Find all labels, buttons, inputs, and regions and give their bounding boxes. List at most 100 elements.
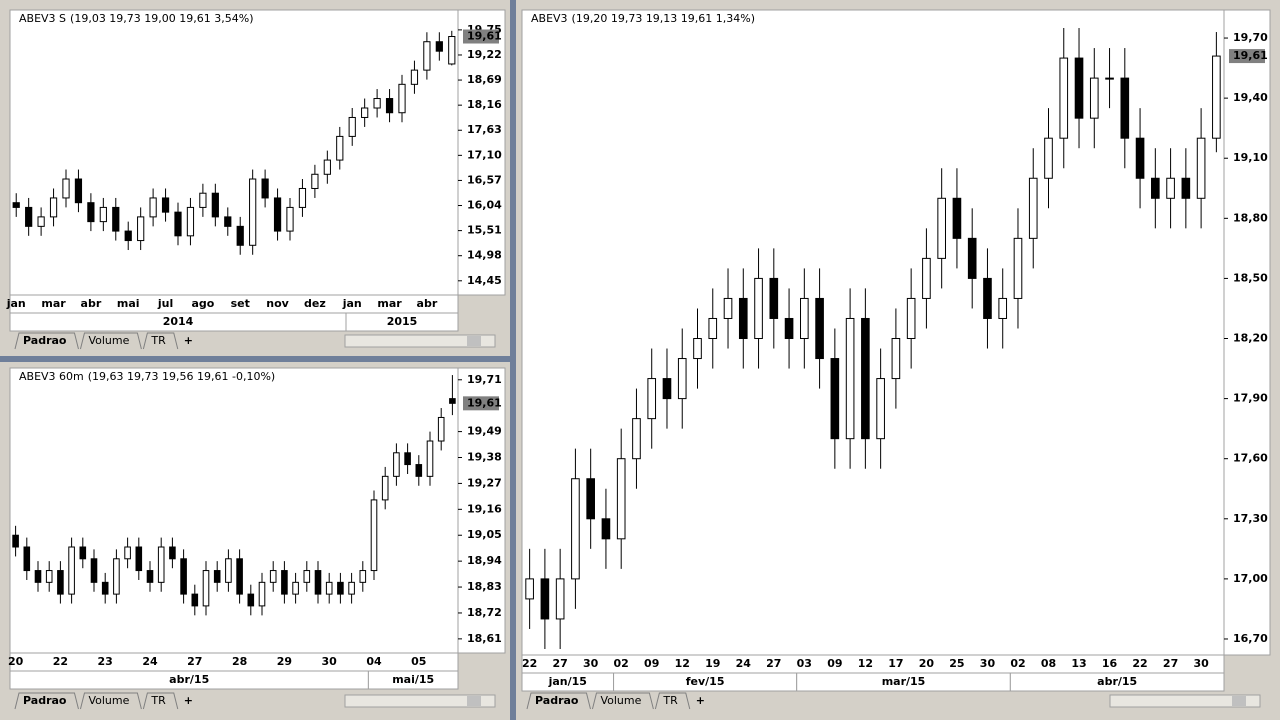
candle-body xyxy=(87,202,95,223)
candle-body xyxy=(555,578,565,620)
x-tick-label: 13 xyxy=(1071,657,1086,670)
symbol: ABEV3 S xyxy=(19,12,66,25)
candle-body xyxy=(157,546,165,583)
candle-body xyxy=(815,297,824,360)
quote: (19,20 19,73 19,13 19,61 1,34%) xyxy=(572,12,755,25)
scroll-thumb[interactable] xyxy=(1232,696,1246,706)
y-tick-label: 14,98 xyxy=(467,249,502,262)
candle-body xyxy=(677,358,687,400)
x-tick-label: 27 xyxy=(1163,657,1178,670)
candle-body xyxy=(398,83,406,114)
period-band xyxy=(345,312,459,332)
x-tick-label: 24 xyxy=(142,655,158,668)
candle-body xyxy=(225,558,232,583)
y-tick-label: 19,22 xyxy=(467,48,502,61)
add-tab[interactable]: + xyxy=(696,694,705,707)
candle-body xyxy=(952,197,962,239)
candle-body xyxy=(1059,57,1069,139)
tab-outline xyxy=(14,692,79,710)
tab[interactable]: Padrao xyxy=(23,334,67,347)
price-axis xyxy=(457,9,506,296)
candle-body xyxy=(861,317,870,440)
x-tick-label: mai xyxy=(117,297,140,310)
x-tick-label: 20 xyxy=(8,655,24,668)
last-price-tag xyxy=(1229,49,1265,64)
candle-body xyxy=(449,398,456,404)
price-axis xyxy=(1223,9,1271,656)
scroll-thumb[interactable] xyxy=(467,336,481,346)
splitter xyxy=(0,356,510,362)
y-tick-label: 18,16 xyxy=(467,98,502,111)
candle-body xyxy=(1196,137,1206,199)
candle-body xyxy=(423,41,431,71)
tab[interactable]: TR xyxy=(150,694,166,707)
last-price-label: 19,61 xyxy=(467,30,502,43)
candle-body xyxy=(404,452,411,466)
x-tick-label: jan xyxy=(342,297,362,310)
x-tick-label: 28 xyxy=(232,655,247,668)
candle-body xyxy=(937,197,946,259)
y-tick-label: 18,72 xyxy=(467,606,502,619)
candle-body xyxy=(62,178,70,199)
candle-body xyxy=(336,135,344,161)
candle-body xyxy=(211,192,219,218)
price-axis xyxy=(457,367,506,654)
candle-body xyxy=(311,173,319,189)
period-label: 2014 xyxy=(163,315,194,328)
tab[interactable]: TR xyxy=(662,694,678,707)
period-label: abr/15 xyxy=(169,673,209,686)
tab[interactable]: TR xyxy=(150,334,166,347)
last-price-tag xyxy=(463,29,499,44)
x-tick-label: 27 xyxy=(766,657,781,670)
candle-body xyxy=(723,297,733,319)
candle-body xyxy=(906,297,916,340)
period-label: fev/15 xyxy=(686,675,725,688)
candle-body xyxy=(415,464,423,477)
tab-outline xyxy=(654,692,691,710)
tab-outline xyxy=(79,692,142,710)
symbol: ABEV3 xyxy=(531,12,568,25)
x-tick-label: 09 xyxy=(827,657,842,670)
candle-body xyxy=(149,197,157,218)
chart-area xyxy=(9,367,459,654)
candle-body xyxy=(922,257,931,299)
scrollbar[interactable] xyxy=(1109,694,1261,708)
tab-outline xyxy=(591,692,654,710)
candle-body xyxy=(616,458,626,540)
candle-body xyxy=(1212,55,1221,139)
x-tick-label: 22 xyxy=(522,657,537,670)
chart-area xyxy=(9,9,459,296)
candle-body xyxy=(998,297,1008,319)
tab[interactable]: Volume xyxy=(88,334,129,347)
x-tick-label: 02 xyxy=(1010,657,1025,670)
tab[interactable]: Volume xyxy=(600,694,641,707)
splitter xyxy=(510,0,516,720)
tab[interactable]: Padrao xyxy=(23,694,67,707)
candle-body xyxy=(426,440,434,477)
y-tick-label: 17,60 xyxy=(1233,452,1268,465)
tab[interactable]: Padrao xyxy=(535,694,579,707)
scrollbar[interactable] xyxy=(344,694,496,708)
period-band xyxy=(367,670,459,690)
tab[interactable]: Volume xyxy=(88,694,129,707)
candle-body xyxy=(269,570,277,583)
scrollbar[interactable] xyxy=(344,334,496,348)
x-tick-label: 30 xyxy=(1193,657,1209,670)
scroll-thumb[interactable] xyxy=(467,696,481,706)
add-tab[interactable]: + xyxy=(184,334,193,347)
candle-body xyxy=(137,216,145,242)
candle-body xyxy=(359,570,367,583)
x-tick-label: 24 xyxy=(736,657,752,670)
y-tick-label: 17,63 xyxy=(467,123,502,136)
tab-outline xyxy=(526,692,591,710)
candle-body xyxy=(337,581,344,595)
candle-body xyxy=(146,570,154,583)
add-tab[interactable]: + xyxy=(184,694,193,707)
quote: (19,63 19,73 19,56 19,61 -0,10%) xyxy=(88,370,275,383)
candle-body xyxy=(286,206,294,232)
candle-body xyxy=(1074,57,1084,119)
chart-area xyxy=(521,9,1225,656)
y-tick-label: 18,50 xyxy=(1233,271,1268,284)
x-tick-label: 30 xyxy=(583,657,599,670)
candle-body xyxy=(845,317,855,440)
